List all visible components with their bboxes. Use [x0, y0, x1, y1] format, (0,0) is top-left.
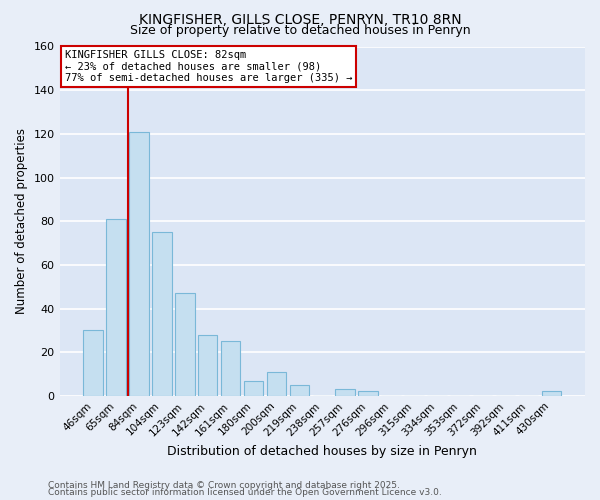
Bar — [244, 380, 263, 396]
Text: KINGFISHER GILLS CLOSE: 82sqm
← 23% of detached houses are smaller (98)
77% of s: KINGFISHER GILLS CLOSE: 82sqm ← 23% of d… — [65, 50, 352, 83]
Bar — [106, 219, 126, 396]
Bar — [198, 334, 217, 396]
Bar — [267, 372, 286, 396]
Bar — [152, 232, 172, 396]
X-axis label: Distribution of detached houses by size in Penryn: Distribution of detached houses by size … — [167, 444, 477, 458]
Bar — [175, 293, 194, 396]
Text: Contains public sector information licensed under the Open Government Licence v3: Contains public sector information licen… — [48, 488, 442, 497]
Bar — [335, 390, 355, 396]
Text: Size of property relative to detached houses in Penryn: Size of property relative to detached ho… — [130, 24, 470, 37]
Text: Contains HM Land Registry data © Crown copyright and database right 2025.: Contains HM Land Registry data © Crown c… — [48, 480, 400, 490]
Text: KINGFISHER, GILLS CLOSE, PENRYN, TR10 8RN: KINGFISHER, GILLS CLOSE, PENRYN, TR10 8R… — [139, 12, 461, 26]
Bar — [290, 385, 309, 396]
Bar — [358, 392, 378, 396]
Bar — [221, 342, 241, 396]
Bar — [542, 392, 561, 396]
Bar — [129, 132, 149, 396]
Bar — [83, 330, 103, 396]
Y-axis label: Number of detached properties: Number of detached properties — [15, 128, 28, 314]
